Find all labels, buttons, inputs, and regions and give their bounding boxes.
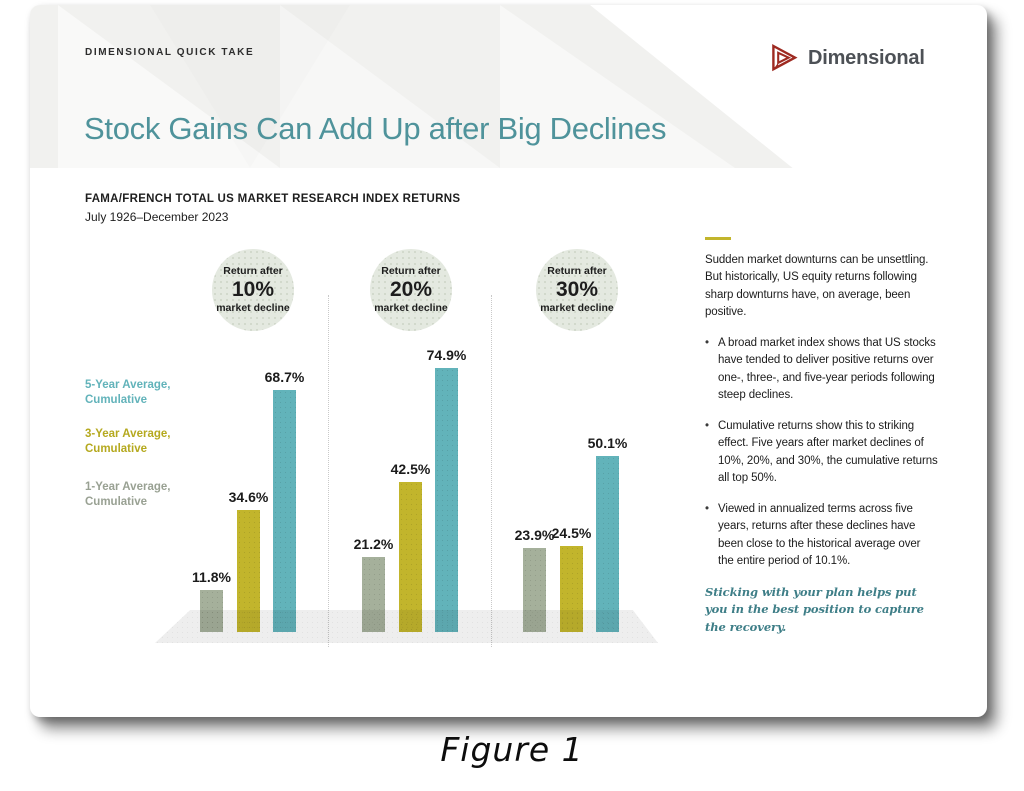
- group-badge: Return after 30% market decline: [536, 249, 618, 331]
- kicker: DIMENSIONAL QUICK TAKE: [85, 47, 255, 58]
- badge-percent: 20%: [389, 278, 433, 302]
- sidebar-bullet: Cumulative returns show this to striking…: [705, 418, 939, 487]
- bar-1-year-group2: [362, 557, 385, 632]
- bar-3-year-group3: [560, 546, 583, 632]
- badge-line: market decline: [540, 301, 614, 314]
- chart-subheading: July 1926–December 2023: [85, 210, 229, 224]
- legend-line: Cumulative: [85, 394, 147, 407]
- legend-item: 1-Year Average, Cumulative: [85, 480, 215, 510]
- bar-value-label: 34.6%: [228, 489, 269, 505]
- legend-line: Cumulative: [85, 443, 147, 456]
- figure-caption: Figure 1: [440, 730, 584, 769]
- bar-5-year-group3: [596, 456, 619, 632]
- legend-item: 5-Year Average, Cumulative: [85, 378, 215, 408]
- badge-line: Return after: [381, 265, 441, 278]
- brand-name: Dimensional: [808, 46, 925, 69]
- bar-value-label: 11.8%: [192, 569, 231, 585]
- bar-5-year-group1: [273, 390, 296, 632]
- bar-5-year-group2: [435, 368, 458, 632]
- legend-line: 5-Year Average,: [85, 379, 171, 391]
- bar-value-label: 50.1%: [587, 435, 628, 451]
- sidebar-conclusion: Sticking with your plan helps put you in…: [705, 585, 924, 634]
- group-badge: Return after 10% market decline: [212, 249, 294, 331]
- sidebar-intro: Sudden market downturns can be unsettlin…: [705, 254, 929, 318]
- badge-line: market decline: [374, 301, 448, 314]
- sidebar-bullet: Viewed in annualized terms across five y…: [705, 501, 939, 570]
- sidebar-bullet: A broad market index shows that US stock…: [705, 335, 939, 404]
- badge-line: Return after: [547, 265, 607, 278]
- document-card: DIMENSIONAL QUICK TAKE Dimensional Stock…: [30, 5, 987, 717]
- accent-rule: [705, 237, 731, 240]
- page-title: Stock Gains Can Add Up after Big Decline…: [84, 111, 667, 146]
- legend-line: Cumulative: [85, 496, 147, 509]
- bar-1-year-group3: [523, 548, 546, 632]
- badge-line: market decline: [216, 301, 290, 314]
- bar-1-year-group1: [200, 590, 223, 632]
- bar-value-label: 24.5%: [551, 525, 592, 541]
- legend-line: 1-Year Average,: [85, 481, 171, 493]
- group-separator: [328, 295, 329, 647]
- badge-percent: 10%: [231, 278, 275, 302]
- chart-floor: [155, 610, 658, 643]
- bar-value-label: 74.9%: [426, 347, 467, 363]
- chart-area: Return after 10% market decline Return afte…: [30, 5, 705, 717]
- badge-percent: 30%: [555, 278, 599, 302]
- sidebar: Sudden market downturns can be unsettlin…: [705, 237, 939, 636]
- legend-line: 3-Year Average,: [85, 428, 171, 440]
- bar-value-label: 21.2%: [353, 536, 394, 552]
- bar-3-year-group1: [237, 510, 260, 632]
- bar-value-label: 68.7%: [264, 369, 305, 385]
- legend-item: 3-Year Average, Cumulative: [85, 427, 215, 457]
- sidebar-bullets: A broad market index shows that US stock…: [705, 335, 939, 570]
- bar-value-label: 42.5%: [390, 461, 431, 477]
- group-separator: [491, 295, 492, 647]
- brand-logo: Dimensional: [767, 43, 925, 73]
- badge-line: Return after: [223, 265, 283, 278]
- dimensional-logo-icon: [772, 43, 798, 72]
- chart-heading: FAMA/FRENCH TOTAL US MARKET RESEARCH IND…: [85, 193, 461, 205]
- group-badge: Return after 20% market decline: [370, 249, 452, 331]
- bar-3-year-group2: [399, 482, 422, 632]
- bar-value-label: 23.9%: [514, 527, 555, 543]
